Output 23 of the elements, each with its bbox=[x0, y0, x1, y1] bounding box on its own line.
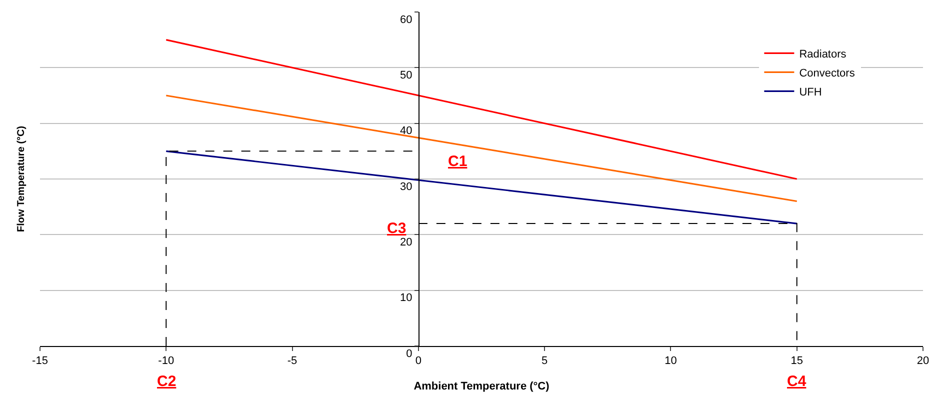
legend-label: Radiators bbox=[799, 48, 847, 61]
x-tick-label: -5 bbox=[287, 355, 298, 368]
x-tick-label: 15 bbox=[790, 355, 803, 368]
y-tick-label: 30 bbox=[400, 180, 412, 193]
x-axis-title: Ambient Temperature (°C) bbox=[414, 380, 550, 392]
x-tick-label: 5 bbox=[542, 355, 548, 368]
y-tick-label: 10 bbox=[400, 292, 412, 304]
x-tick-label: -15 bbox=[32, 355, 48, 368]
y-tick-label: 40 bbox=[400, 125, 412, 138]
y-tick-label: 20 bbox=[400, 236, 412, 249]
legend-label: Convectors bbox=[799, 68, 856, 80]
x-tick-label: 20 bbox=[916, 355, 930, 368]
y-axis-title: Flow Temperature (°C) bbox=[16, 126, 28, 232]
annotation: C3 bbox=[387, 220, 406, 237]
x-tick-label: -10 bbox=[158, 355, 174, 368]
y-tick-label: 50 bbox=[400, 70, 412, 82]
x-tick-label: 0 bbox=[415, 355, 422, 368]
annotation: C2 bbox=[157, 373, 176, 390]
legend-label: UFH bbox=[799, 86, 822, 99]
x-tick-label: 10 bbox=[664, 355, 677, 368]
y-tick-label: 60 bbox=[400, 14, 412, 26]
annotation: C4 bbox=[787, 373, 807, 390]
annotation: C1 bbox=[448, 153, 468, 170]
